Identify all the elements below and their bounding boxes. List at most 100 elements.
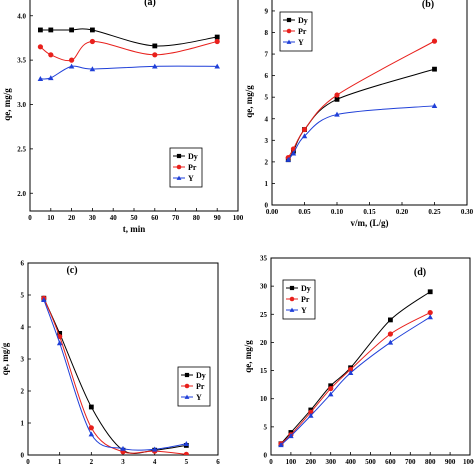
x-tick-label: 0 [28, 214, 32, 222]
panel-label: (c) [66, 265, 77, 276]
data-point-pr [431, 38, 438, 44]
data-point-dy [432, 66, 437, 72]
data-point-pr [427, 309, 433, 316]
chart-panel-3: 0 1 2 3 4 5 6 0 1 2 3 4 5 6 qe, mg/g (c) Dy Pr Y [0, 260, 220, 467]
y-tick-label: 6 [21, 260, 25, 268]
x-tick-label: 70 [172, 214, 180, 222]
x-tick-label: 900 [445, 458, 456, 466]
chart-panel-1: 0 10 20 30 40 50 60 70 80 90 100 2.0 2.5 3.0 3.5 4.0 qe,… [2, 0, 244, 234]
legend-marker-y [286, 39, 292, 44]
data-point-y [327, 391, 334, 397]
x-tick-label: 600 [385, 458, 396, 466]
legend-label-dy: Dy [301, 284, 311, 293]
series-line-dy [43, 297, 187, 454]
x-axis-title: v/m, (L/g) [351, 218, 389, 228]
data-point-y [120, 445, 126, 451]
y-tick-label: 3 [21, 356, 25, 364]
y-tick-label: 0 [265, 202, 269, 210]
x-tick-label: 0.20 [396, 208, 409, 216]
data-point-pr [69, 57, 75, 63]
x-tick-label: 50 [131, 214, 139, 222]
data-point-dy [388, 317, 393, 323]
series-line-y [43, 299, 187, 451]
y-tick-label: 30 [260, 283, 268, 291]
y-axis-title: qe, mg/g [244, 85, 254, 118]
y-tick-label: 2.0 [17, 190, 26, 198]
x-tick-label: 1 [58, 458, 62, 466]
data-point-y [301, 133, 308, 139]
x-tick-label: 400 [345, 458, 356, 466]
x-tick-label: 40 [110, 214, 118, 222]
x-tick-label: 700 [405, 458, 416, 466]
x-tick-label: 5 [185, 458, 189, 466]
x-tick-label: 10 [47, 214, 55, 222]
data-point-pr [183, 451, 189, 455]
data-point-pr [328, 385, 334, 392]
y-tick-label: 3.5 [17, 57, 26, 65]
legend-marker-pr [289, 296, 295, 302]
data-point-y [56, 340, 63, 346]
data-point-dy [69, 27, 74, 33]
x-tick-label: 500 [365, 458, 376, 466]
y-axis-title: qe, mg/g [243, 340, 253, 373]
legend: Dy Pr Y [169, 147, 203, 188]
y-tick-label: 5 [265, 94, 269, 102]
legend-label-pr: Pr [301, 295, 310, 304]
x-tick-label: 0.00 [266, 208, 279, 216]
y-tick-label: 4 [21, 324, 25, 332]
legend: Dy Pr Y [279, 11, 313, 52]
y-tick-label: 2.5 [17, 145, 26, 153]
data-point-dy [90, 27, 95, 33]
data-point-y [89, 66, 96, 72]
legend-label-pr: Pr [298, 27, 307, 36]
legend-marker-y [176, 175, 182, 180]
data-point-y [308, 412, 314, 418]
legend-marker-pr [184, 383, 190, 389]
data-point-y [334, 111, 340, 117]
data-point-dy [48, 27, 54, 33]
data-point-y [431, 103, 438, 109]
y-tick-label: 1 [265, 180, 269, 188]
data-point-y [290, 150, 297, 156]
x-tick-label: 0.15 [363, 208, 376, 216]
data-point-y [152, 63, 158, 69]
data-point-dy [38, 27, 43, 33]
y-tick-label: 10 [260, 395, 268, 403]
legend-marker-y [289, 307, 295, 312]
x-tick-label: 60 [151, 214, 159, 222]
legend-marker-dy [176, 153, 182, 159]
data-point-dy [427, 289, 433, 295]
x-tick-label: 90 [214, 214, 222, 222]
data-point-y [151, 446, 158, 452]
data-point-pr [89, 38, 95, 45]
legend-label-y: Y [188, 174, 194, 183]
data-point-dy [214, 34, 220, 40]
y-tick-label: 3.0 [17, 101, 26, 109]
plot-frame [27, 262, 219, 456]
y-axis-title: qe, mg/g [2, 88, 12, 121]
y-tick-label: 2 [265, 158, 269, 166]
data-point-pr [88, 425, 94, 431]
series-group [278, 289, 433, 448]
data-point-y [41, 297, 47, 303]
data-point-y [68, 63, 75, 69]
x-tick-label: 200 [306, 458, 317, 466]
series-group [41, 295, 190, 455]
legend-marker-dy [184, 372, 190, 378]
y-tick-label: 5 [264, 423, 268, 431]
data-point-pr [334, 92, 340, 98]
legend-label-pr: Pr [188, 163, 197, 172]
plot-frame [29, 0, 239, 212]
legend-marker-dy [286, 17, 292, 23]
y-tick-label: 6 [265, 72, 269, 80]
x-tick-label: 100 [233, 214, 244, 222]
legend-marker-pr [286, 28, 292, 34]
data-point-pr [48, 52, 54, 58]
data-point-pr [152, 52, 158, 58]
y-tick-label: 2 [21, 388, 25, 396]
data-point-y [88, 431, 95, 437]
data-point-pr [214, 38, 220, 45]
data-point-dy [334, 96, 340, 102]
